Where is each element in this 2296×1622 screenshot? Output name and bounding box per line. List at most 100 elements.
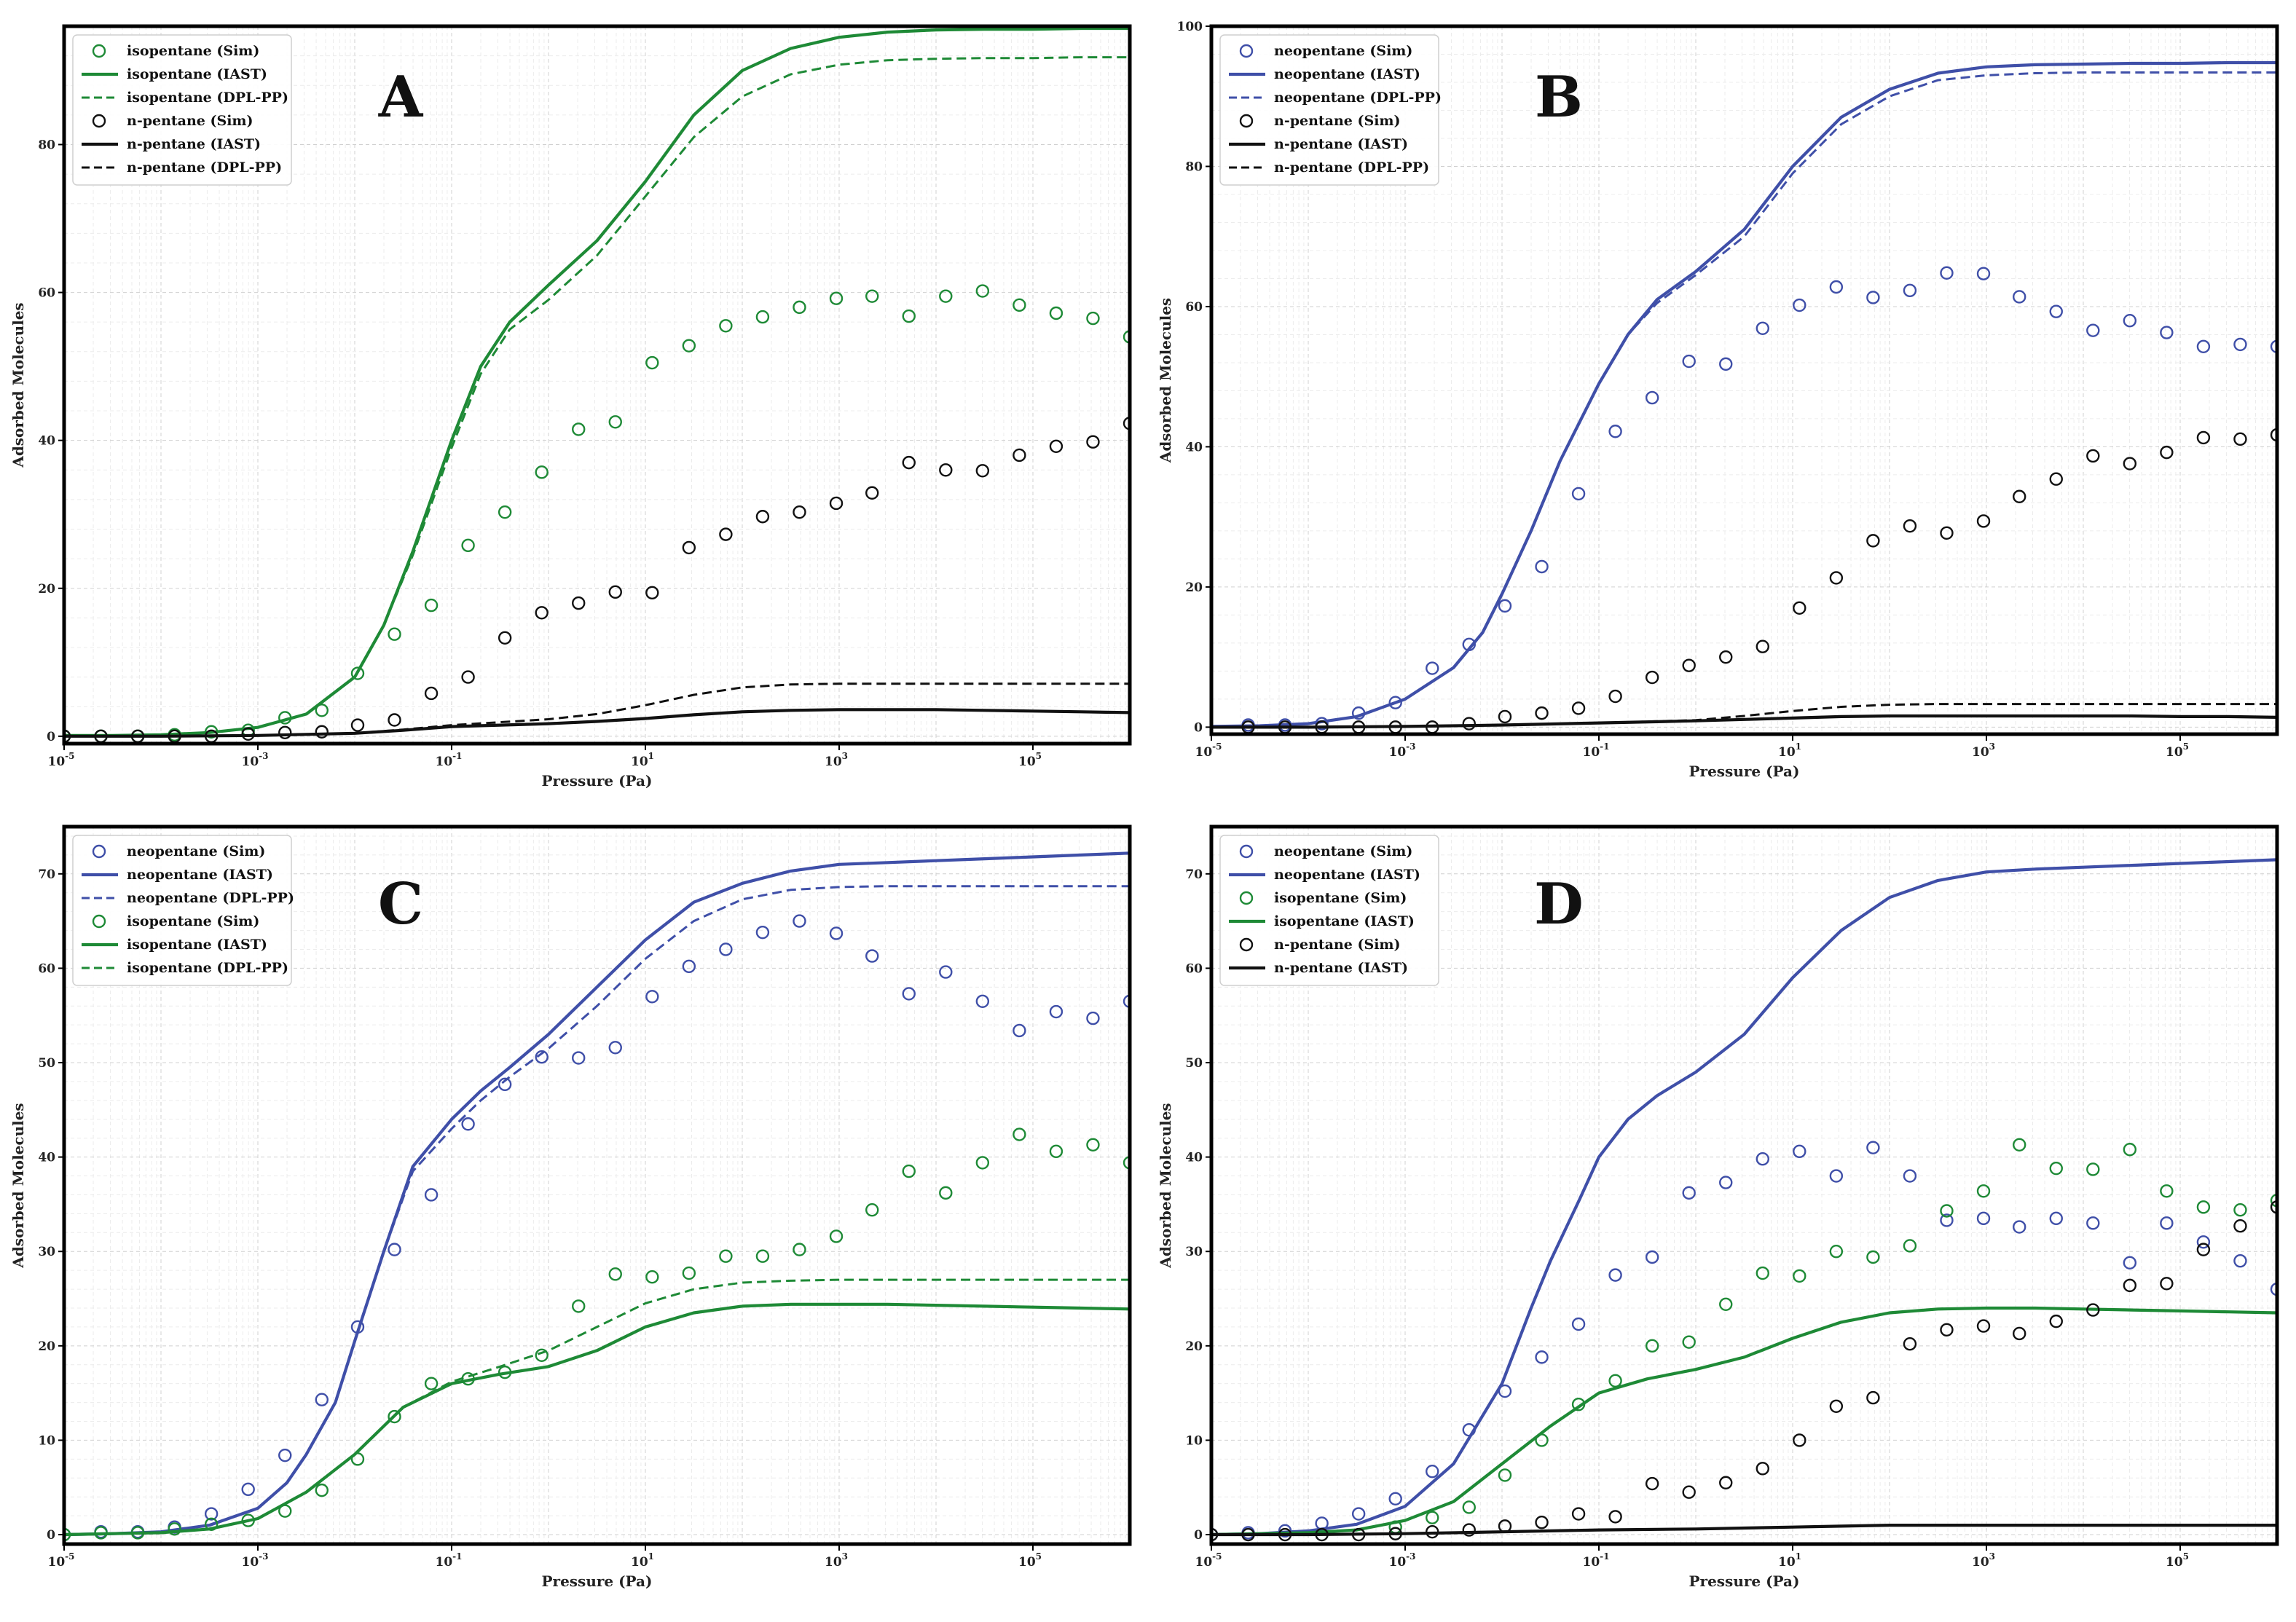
panel-d-grid <box>1211 827 2277 1544</box>
panel-a-xtick-label: 103 <box>825 751 848 769</box>
panel-a-legend-isopentane-sim-label: isopentane (Sim) <box>127 43 259 59</box>
panel-b-legend-neopentane-iast: neopentane (IAST) <box>1229 66 1420 82</box>
panel-d-n-pentane-sim-point <box>1682 1485 1696 1499</box>
panel-b-x-axis-label: Pressure (Pa) <box>1689 763 1800 780</box>
panel-d-isopentane-sim-point <box>1976 1184 1991 1198</box>
panel-c-isopentane-sim-point <box>645 1270 659 1284</box>
panel-c-x-axis-label: Pressure (Pa) <box>542 1572 653 1590</box>
panel-d-legend-box <box>1219 835 1439 986</box>
panel-d-ytick-label: 20 <box>1185 1339 1203 1354</box>
panel-a-isopentane-sim-point <box>1086 311 1100 326</box>
panel-d-neopentane-sim <box>1211 1141 2277 1542</box>
panel-d-isopentane-sim-point <box>2233 1202 2247 1217</box>
panel-b-n-pentane-sim-point <box>2086 449 2100 463</box>
panel-b-legend-neopentane-iast-label: neopentane (IAST) <box>1274 66 1420 82</box>
panel-d-n-pentane-sim-point <box>2086 1303 2100 1317</box>
panel-c-neopentane-sim-point <box>682 959 696 974</box>
panel-b-n-pentane-sim-point <box>1903 519 1917 533</box>
panel-d-n-pentane-sim-point <box>1719 1476 1733 1489</box>
panel-d-frame <box>1209 824 2279 1546</box>
panel-a-n-pentane-sim-point <box>608 585 622 599</box>
panel-b: 0 20 40 60 80 100 10-5 10-3 10-1 101 103 105 Pressur… <box>1157 20 2279 780</box>
panel-b-legend-n-pentane-dpl-pp-label: n-pentane (DPL-PP) <box>1274 160 1429 176</box>
panel-b-neopentane-sim-point <box>1682 354 1696 369</box>
panel-c-neopentane-sim-point <box>902 987 916 1001</box>
panel-c-neopentane-sim-point <box>498 1077 512 1092</box>
panel-d-n-pentane-sim-point <box>1829 1399 1844 1413</box>
panel-d-isopentane-sim-point <box>2160 1184 2174 1198</box>
panel-d-ytick-label: 30 <box>1185 1245 1203 1259</box>
panel-c-neopentane-sim-point <box>204 1507 219 1521</box>
panel-c-neopentane-sim-point <box>1086 1011 1100 1025</box>
panel-c-isopentane-sim-point <box>1049 1144 1064 1159</box>
panel-c-legend-isopentane-iast: isopentane (IAST) <box>82 937 267 953</box>
panel-c-ytick-label: 50 <box>38 1056 55 1071</box>
panel-a-isopentane-sim-point <box>350 666 365 680</box>
panel-d-neopentane-sim-point <box>1571 1317 1586 1331</box>
panel-b-xtick-label: 10-5 <box>1195 741 1222 760</box>
panel-d-neopentane-sim-point <box>1645 1250 1659 1264</box>
panel-a-legend-isopentane-iast: isopentane (IAST) <box>82 66 267 82</box>
panel-d-isopentane-sim-point <box>1498 1468 1512 1482</box>
panel-b-neopentane-sim-point <box>1426 661 1439 675</box>
panel-a-letter: A <box>378 64 424 130</box>
panel-c-isopentane-sim-point <box>939 1186 953 1200</box>
panel-a-legend-isopentane-sim: isopentane (Sim) <box>92 43 259 59</box>
panel-d-legend-neopentane-sim: neopentane (Sim) <box>1239 843 1412 859</box>
panel-a-isopentane-sim-point <box>1049 306 1064 320</box>
panel-c-xtick-label: 10-3 <box>241 1551 268 1570</box>
panel-b-ytick-label: 100 <box>1177 20 1203 34</box>
panel-d-legend-isopentane-iast-label: isopentane (IAST) <box>1274 913 1415 929</box>
panel-c-xtick-label: 10-5 <box>47 1551 74 1570</box>
panel-b-neopentane-sim-point <box>2196 339 2211 354</box>
panel-b-legend-n-pentane-sim: n-pentane (Sim) <box>1239 113 1401 129</box>
panel-b-n-pentane-sim-point <box>2270 428 2277 442</box>
panel-c-legend-neopentane-iast-label: neopentane (IAST) <box>127 867 273 883</box>
panel-a-xtick-label: 105 <box>1018 751 1042 769</box>
panel-a-n-pentane-sim-point <box>1086 435 1100 449</box>
panel-a-isopentane-sim-point <box>572 422 586 436</box>
panel-d-ytick-label: 70 <box>1185 867 1203 882</box>
panel-d-n-pentane-sim-point <box>1608 1510 1622 1524</box>
panel-c-legend-isopentane-sim-marker <box>92 914 106 929</box>
panel-b-neopentane-sim-point <box>1866 291 1880 304</box>
panel-c-legend-isopentane-sim: isopentane (Sim) <box>92 913 259 929</box>
panel-d-xtick-label: 101 <box>1778 1551 1801 1570</box>
panel-d-neopentane-sim-point <box>2233 1253 2247 1268</box>
panel-d-legend-neopentane-iast: neopentane (IAST) <box>1229 867 1420 883</box>
panel-c-neopentane-sim-point <box>608 1041 622 1055</box>
panel-d-n-pentane-sim-point <box>1645 1476 1659 1491</box>
panel-c-isopentane-sim-point <box>168 1522 181 1536</box>
panel-c-isopentane-sim-point <box>829 1229 844 1243</box>
panel-a-isopentane-sim-point <box>755 310 770 324</box>
panel-c-isopentane-sim-point <box>315 1483 329 1497</box>
panel-b-xtick-label: 101 <box>1778 741 1801 760</box>
panel-a-isopentane-sim-point <box>1013 298 1026 312</box>
panel-c-isopentane-sim-point <box>682 1266 696 1280</box>
panel-a-ytick-label: 80 <box>38 138 55 152</box>
panel-b-n-pentane-sim-point <box>1793 601 1806 615</box>
panel-d-neopentane-sim-point <box>2123 1256 2137 1269</box>
panel-a-isopentane-sim-point <box>608 415 622 429</box>
panel-c-ytick-label: 0 <box>47 1528 55 1543</box>
panel-d-isopentane-sim-point <box>2049 1161 2063 1176</box>
panel-c-isopentane-sim-point <box>865 1202 879 1217</box>
panel-b-legend-neopentane-sim-label: neopentane (Sim) <box>1274 43 1412 59</box>
panel-c-isopentane-sim-point <box>902 1164 916 1178</box>
panel-d-n-pentane-sim-point <box>2270 1200 2277 1214</box>
panel-a-ytick-label: 0 <box>47 730 55 744</box>
panel-d-xtick-label: 105 <box>2166 1551 2189 1570</box>
panel-b-xtick-label: 10-1 <box>1582 741 1609 760</box>
panel-d-isopentane-sim-point <box>1903 1239 1917 1253</box>
panel-d-neopentane-sim-point <box>1940 1213 1954 1227</box>
panel-a-isopentane-sim-point <box>535 465 549 479</box>
panel-c-legend-neopentane-iast: neopentane (IAST) <box>82 867 273 883</box>
panel-b-neopentane-sim-point <box>2013 290 2026 304</box>
panel-b-neopentane-sim-point <box>2049 304 2063 318</box>
panel-b-series <box>1211 60 2277 734</box>
panel-d-xtick-label: 103 <box>1972 1551 1995 1570</box>
panel-b-neopentane-sim-point <box>2233 337 2247 352</box>
panel-c-neopentane-sim-point <box>793 914 806 928</box>
panel-c-ytick-label: 60 <box>38 961 55 976</box>
